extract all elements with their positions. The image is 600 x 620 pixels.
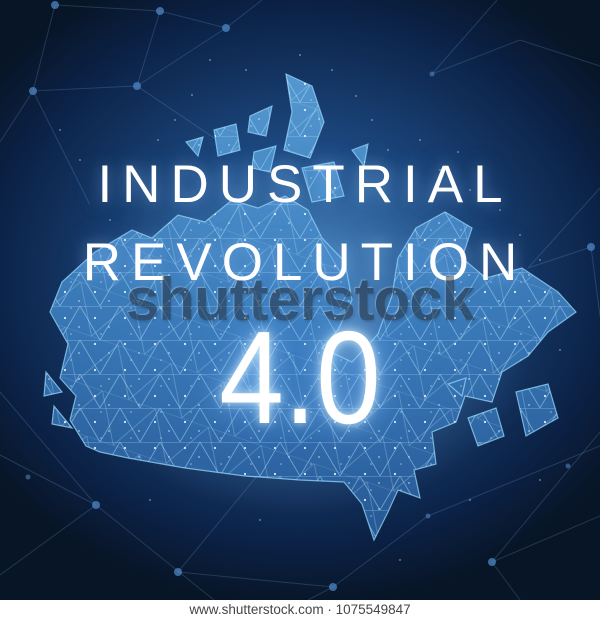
headline-revolution: REVOLUTION [82, 233, 528, 292]
footer-url-and-id: www.shutterstock.com · 1075549847 [189, 602, 411, 617]
network-map-graphic [0, 0, 600, 600]
background-network [0, 0, 600, 600]
background-specks [59, 54, 561, 561]
shutterstock-watermark: shutterstock [125, 266, 475, 333]
headline-industrial: INDUSTRIAL [97, 155, 513, 214]
image-area: INDUSTRIAL REVOLUTION 4.0 shutterstock [0, 0, 600, 600]
footer-bar: www.shutterstock.com · 1075549847 [0, 600, 600, 620]
headline-4-0: 4.0 [219, 304, 381, 451]
